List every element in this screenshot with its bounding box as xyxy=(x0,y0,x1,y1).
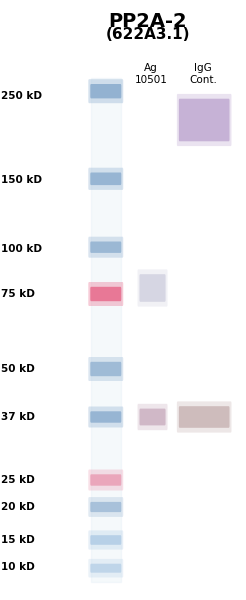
FancyBboxPatch shape xyxy=(88,407,123,427)
FancyBboxPatch shape xyxy=(90,173,121,185)
FancyBboxPatch shape xyxy=(90,412,121,422)
FancyBboxPatch shape xyxy=(88,79,123,103)
Text: 20 kD: 20 kD xyxy=(1,502,35,512)
Text: 75 kD: 75 kD xyxy=(1,289,35,299)
FancyBboxPatch shape xyxy=(177,94,231,146)
Text: 10 kD: 10 kD xyxy=(1,562,35,572)
FancyBboxPatch shape xyxy=(179,406,230,428)
FancyBboxPatch shape xyxy=(88,497,123,517)
Text: 25 kD: 25 kD xyxy=(1,475,35,485)
FancyBboxPatch shape xyxy=(88,469,123,491)
Text: IgG
Cont.: IgG Cont. xyxy=(189,63,217,85)
FancyBboxPatch shape xyxy=(177,401,231,433)
Text: 15 kD: 15 kD xyxy=(1,535,35,545)
FancyBboxPatch shape xyxy=(90,84,121,98)
FancyBboxPatch shape xyxy=(88,282,123,306)
FancyBboxPatch shape xyxy=(90,241,121,253)
FancyBboxPatch shape xyxy=(88,357,123,381)
FancyBboxPatch shape xyxy=(88,236,123,258)
Text: 150 kD: 150 kD xyxy=(1,175,42,185)
FancyBboxPatch shape xyxy=(88,167,123,190)
FancyBboxPatch shape xyxy=(90,362,121,376)
Text: PP2A-2: PP2A-2 xyxy=(108,12,187,31)
Bar xyxy=(91,78,121,582)
FancyBboxPatch shape xyxy=(88,559,123,577)
FancyBboxPatch shape xyxy=(90,502,121,512)
FancyBboxPatch shape xyxy=(139,409,166,425)
FancyBboxPatch shape xyxy=(90,564,121,572)
FancyBboxPatch shape xyxy=(90,474,121,486)
Text: 37 kD: 37 kD xyxy=(1,412,35,422)
FancyBboxPatch shape xyxy=(88,530,123,550)
Text: (622A3.1): (622A3.1) xyxy=(105,27,190,42)
FancyBboxPatch shape xyxy=(138,404,168,430)
FancyBboxPatch shape xyxy=(179,98,230,141)
Text: 50 kD: 50 kD xyxy=(1,364,35,374)
FancyBboxPatch shape xyxy=(90,535,121,545)
Text: 100 kD: 100 kD xyxy=(1,244,42,254)
FancyBboxPatch shape xyxy=(90,287,121,301)
Text: Ag
10501: Ag 10501 xyxy=(135,63,168,85)
FancyBboxPatch shape xyxy=(138,269,168,307)
FancyBboxPatch shape xyxy=(139,274,166,302)
Text: 250 kD: 250 kD xyxy=(1,91,42,101)
